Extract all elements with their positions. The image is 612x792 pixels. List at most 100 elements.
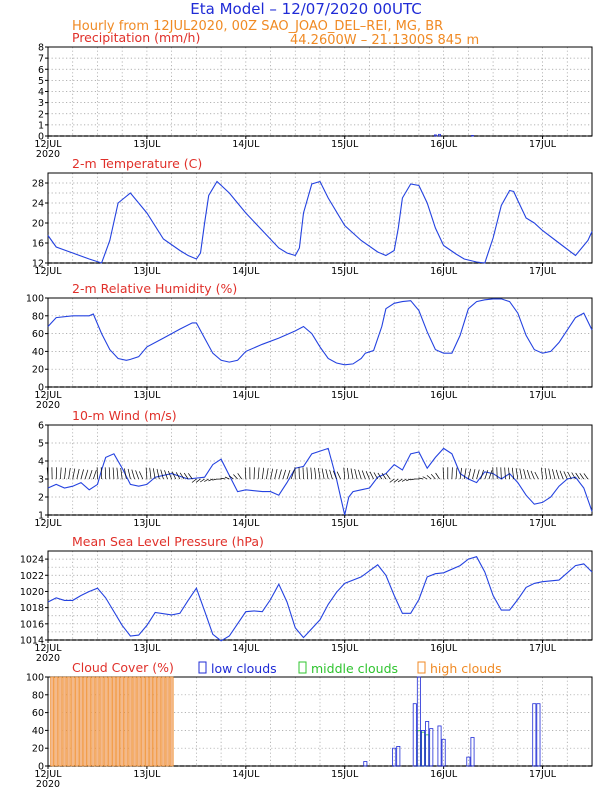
wind-arrow [88, 469, 93, 480]
high-cloud-bar [50, 676, 55, 767]
wind-arrow [563, 471, 568, 480]
humidity-x-tick-label: 14JUL [232, 390, 260, 401]
precipitation-y-tick-label: 8 [38, 43, 44, 54]
high-cloud-bar [99, 676, 104, 767]
cloud-y-tick-label: 100 [26, 673, 44, 684]
high-cloud-bar [112, 676, 116, 767]
wind-arrow [552, 469, 556, 480]
temperature-y-tick-label: 20 [32, 219, 44, 230]
wind-arrow [160, 469, 164, 480]
wind-arrow [175, 472, 181, 480]
wind-arrow [511, 467, 515, 480]
wind-arrow [274, 469, 278, 480]
precipitation-x-tick-label: 15JUL [331, 139, 359, 150]
low-cloud-bar [412, 703, 417, 767]
wind-arrow [350, 468, 354, 480]
wind-arrow [422, 476, 428, 480]
pressure-y-tick-label: 1022 [20, 571, 44, 582]
station-location: 44.2600W – 21.1300S 845 m [290, 33, 479, 48]
pressure-y-tick-label: 1018 [20, 603, 44, 614]
wind-arrow [204, 478, 209, 482]
humidity-x-tick-label: 17JUL [529, 390, 557, 401]
precipitation-x-tick-label: 14JUL [232, 139, 260, 150]
wind-arrow [472, 469, 476, 480]
wind-arrow [325, 469, 329, 480]
low-cloud-bar [396, 746, 401, 767]
humidity-y-tick-label: 0 [38, 383, 44, 394]
pressure-x-tick-label: 13JUL [133, 643, 161, 654]
pressure-x-tick-label: 14JUL [232, 643, 260, 654]
wind-arrow [318, 468, 321, 480]
wind-arrow [329, 469, 333, 480]
wind-arrow [347, 467, 350, 480]
wind-arrow [406, 478, 411, 482]
wind-arrow [64, 467, 67, 480]
wind-arrow [567, 471, 572, 480]
wind-arrow [526, 469, 531, 480]
high-cloud-bar [136, 676, 141, 767]
wind-arrow [480, 469, 484, 480]
precipitation-y-tick-label: 2 [38, 109, 44, 120]
wind-arrow [127, 468, 131, 480]
low-clouds-legend-label: low clouds [211, 661, 277, 676]
humidity-y-tick-label: 60 [32, 329, 44, 340]
temperature-y-tick-label: 24 [32, 199, 44, 210]
low-cloud-bar [470, 737, 475, 767]
wind-arrow [149, 467, 152, 480]
wind-arrow [373, 472, 379, 480]
wind-arrow [116, 467, 119, 480]
pressure-series-line [47, 556, 593, 642]
precipitation-y-tick-label: 5 [38, 76, 44, 87]
high-cloud-bar [124, 676, 129, 767]
wind-arrow [435, 472, 440, 480]
wind-x-tick-label: 12JUL [34, 518, 62, 529]
wind-arrow [72, 468, 76, 480]
wind-arrow [286, 469, 291, 480]
middle-clouds-legend-swatch [298, 661, 307, 674]
pressure-x-tick-label: 17JUL [529, 643, 557, 654]
humidity-y-tick-label: 100 [26, 294, 44, 305]
wind-panel: 1 2 3 4 5 6 12JUL 13JUL 14JUL 15JUL 16JUL 17JUL 10-m… [34, 408, 593, 529]
wind-arrow [354, 469, 358, 480]
high-cloud-bar [161, 676, 166, 767]
middle-cloud-bar [425, 734, 430, 767]
cloud-year-label: 2020 [36, 779, 60, 790]
wind-arrow [195, 478, 201, 483]
wind-arrow [548, 468, 552, 480]
low-cloud-bar [421, 730, 426, 767]
high-cloud-bar [70, 676, 75, 767]
high-cloud-bar [149, 676, 153, 767]
wind-arrow [389, 478, 395, 483]
wind-arrow [310, 467, 313, 480]
cloud-x-tick-label: 15JUL [331, 769, 359, 780]
pressure-x-tick-label: 16JUL [430, 643, 458, 654]
middle-clouds-legend-label: middle clouds [311, 661, 398, 676]
humidity-y-tick-label: 40 [32, 347, 44, 358]
precipitation-bar [471, 135, 474, 137]
wind-arrow [559, 470, 564, 480]
wind-arrow [504, 467, 506, 480]
precipitation-panel-title: Precipitation (mm/h) [72, 30, 200, 45]
wind-arrow [282, 469, 287, 480]
wind-arrow [135, 470, 139, 480]
wind-arrow [145, 467, 148, 480]
wind-arrow [508, 467, 510, 480]
low-cloud-bar [441, 738, 446, 767]
wind-arrow [336, 471, 341, 480]
wind-y-tick-label: 5 [38, 439, 44, 450]
pressure-y-tick-label: 1016 [20, 619, 44, 630]
low-cloud-bar [466, 756, 471, 767]
precipitation-y-tick-label: 6 [38, 65, 44, 76]
precipitation-y-tick-label: 4 [38, 87, 44, 98]
pressure-x-tick-label: 15JUL [331, 643, 359, 654]
wind-arrow [430, 473, 436, 480]
high-cloud-bar [145, 676, 149, 767]
pressure-year-label: 2020 [36, 653, 60, 664]
temperature-series-line [47, 180, 593, 264]
cloud-x-tick-label: 17JUL [529, 769, 557, 780]
wind-arrow [183, 472, 189, 480]
wind-arrow [124, 468, 127, 480]
low-cloud-bar [429, 728, 434, 767]
wind-arrow [332, 470, 337, 480]
